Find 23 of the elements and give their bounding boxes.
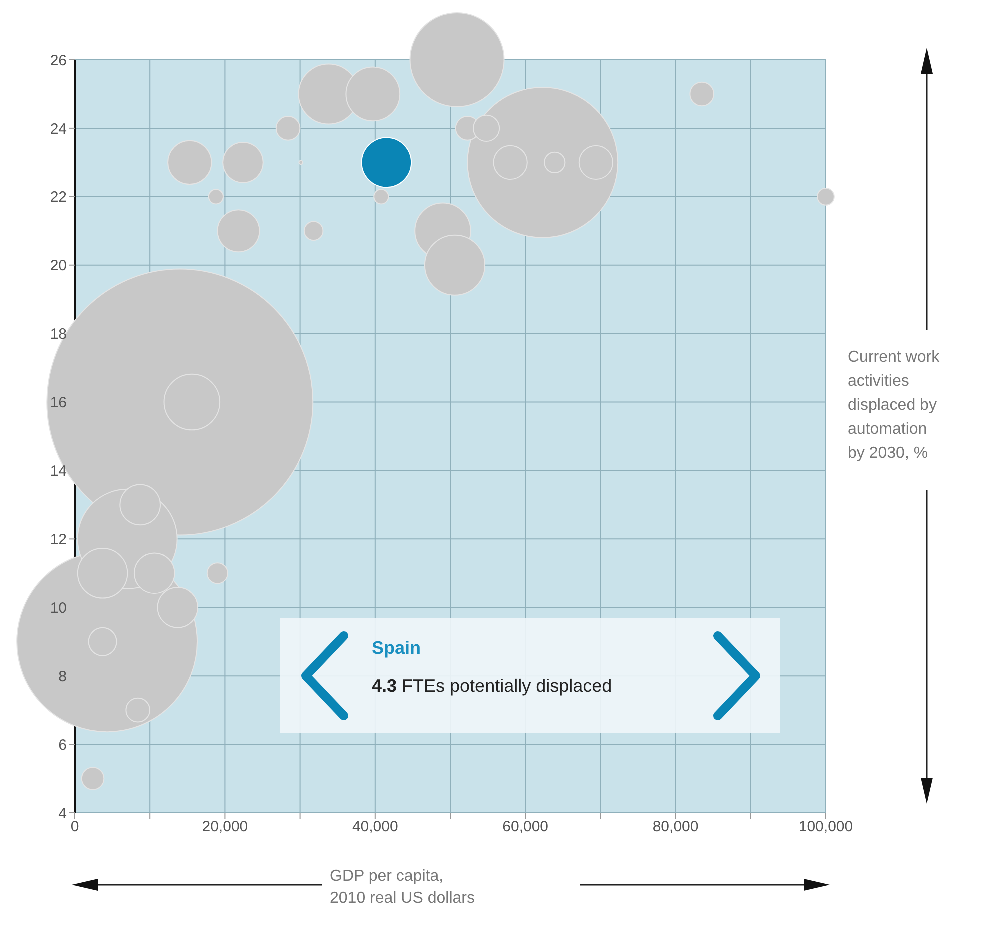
y-tick-label: 14 xyxy=(50,463,67,480)
x-tick-label: 60,000 xyxy=(502,818,549,836)
y-tick-label: 10 xyxy=(50,600,67,617)
x-tick-label: 40,000 xyxy=(352,818,398,836)
annotation: 4.3 FTEs potentially displaced xyxy=(372,676,612,697)
y-tick-label: 20 xyxy=(50,258,67,275)
y-axis-title: Current work activities displaced by automation by 2030, % xyxy=(848,348,941,464)
y-tick-label: 18 xyxy=(50,326,67,344)
y-tick-label: 22 xyxy=(50,189,67,206)
y-tick-label: 6 xyxy=(58,736,67,754)
y-tick-label: 26 xyxy=(50,52,67,70)
x-tick-label: 80,000 xyxy=(652,818,699,836)
x-tick-label: 0 xyxy=(70,818,80,836)
x-tick-label: 100,000 xyxy=(798,818,854,836)
x-axis-title: GDP per capita, 2010 real US dollars xyxy=(330,867,476,909)
annotation: Spain xyxy=(372,638,422,659)
y-tick-label: 12 xyxy=(50,532,67,549)
info-card: Spain 4.3 FTEs potentially displaced xyxy=(280,618,780,733)
y-tick-label: 4 xyxy=(58,805,67,822)
x-tick-label: 20,000 xyxy=(202,818,248,836)
y-tick-label: 24 xyxy=(50,120,67,138)
y-tick-label: 8 xyxy=(58,668,67,686)
y-tick-label: 16 xyxy=(50,394,67,412)
